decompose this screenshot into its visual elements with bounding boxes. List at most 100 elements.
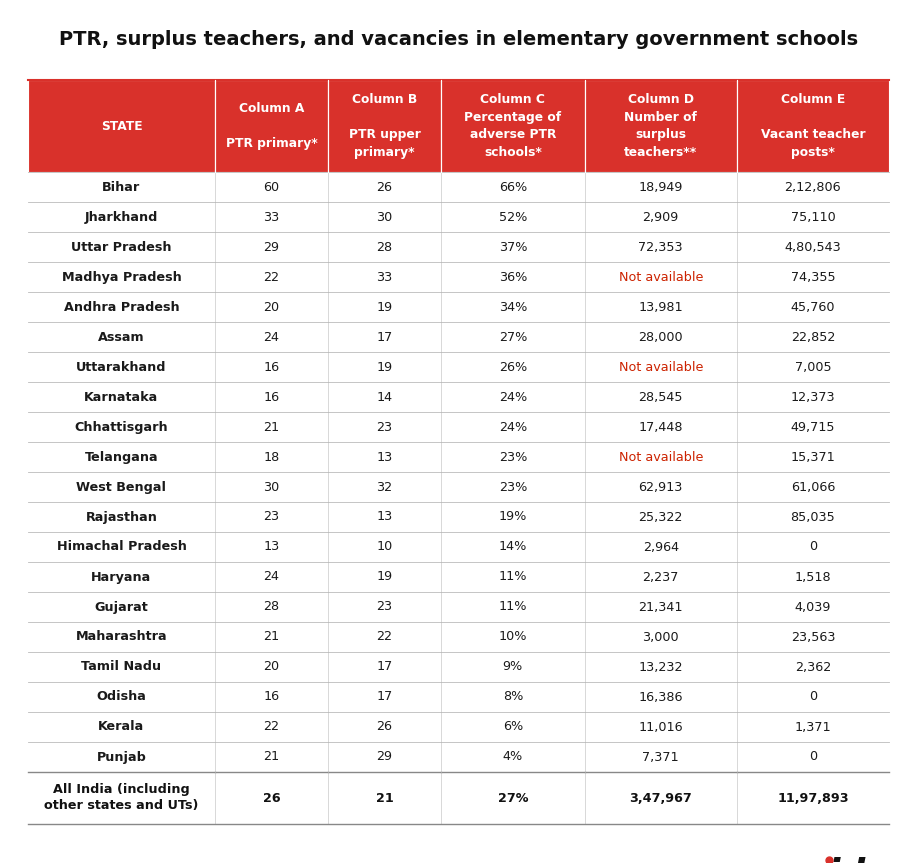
Text: 26: 26 <box>262 791 281 804</box>
Bar <box>441 562 585 592</box>
Text: 20: 20 <box>263 300 280 313</box>
Bar <box>736 622 889 652</box>
Bar <box>585 382 736 412</box>
Text: 24%: 24% <box>499 420 527 433</box>
Bar <box>441 80 585 172</box>
Text: 26%: 26% <box>499 361 527 374</box>
Text: 2,362: 2,362 <box>795 660 831 673</box>
Bar <box>736 412 889 442</box>
Text: 23,563: 23,563 <box>790 631 835 644</box>
Bar <box>441 232 585 262</box>
Bar <box>215 532 328 562</box>
Bar <box>328 622 441 652</box>
Bar <box>328 172 441 202</box>
Bar <box>28 622 215 652</box>
Bar <box>28 382 215 412</box>
Bar <box>736 202 889 232</box>
Text: 28: 28 <box>263 601 280 614</box>
Bar <box>441 712 585 742</box>
Text: 4%: 4% <box>503 751 523 764</box>
Text: 13,232: 13,232 <box>638 660 683 673</box>
Text: 11,016: 11,016 <box>638 721 683 734</box>
Text: 13: 13 <box>377 511 392 524</box>
Text: Andhra Pradesh: Andhra Pradesh <box>63 300 180 313</box>
Text: 17: 17 <box>377 331 392 343</box>
Text: 33: 33 <box>263 211 280 224</box>
Text: 18: 18 <box>263 450 280 463</box>
Bar <box>215 382 328 412</box>
Text: 3,000: 3,000 <box>643 631 679 644</box>
Text: 45,760: 45,760 <box>790 300 835 313</box>
Text: Column C
Percentage of
adverse PTR
schools*: Column C Percentage of adverse PTR schoo… <box>464 93 561 159</box>
Bar <box>328 262 441 292</box>
Text: 16,386: 16,386 <box>638 690 683 703</box>
Bar <box>585 442 736 472</box>
Text: Tamil Nadu: Tamil Nadu <box>82 660 161 673</box>
Bar <box>215 292 328 322</box>
Bar <box>215 262 328 292</box>
Bar <box>215 442 328 472</box>
Bar <box>585 172 736 202</box>
Text: 19: 19 <box>377 570 392 583</box>
Text: 22: 22 <box>377 631 392 644</box>
Text: 14%: 14% <box>499 540 527 553</box>
Text: 24: 24 <box>263 331 280 343</box>
Bar <box>28 652 215 682</box>
Bar <box>28 472 215 502</box>
Bar <box>585 322 736 352</box>
Text: Himachal Pradesh: Himachal Pradesh <box>57 540 186 553</box>
Text: Column A

PTR primary*: Column A PTR primary* <box>226 102 317 150</box>
Bar <box>736 652 889 682</box>
Text: 28: 28 <box>377 241 392 254</box>
Bar <box>736 772 889 824</box>
Text: 26: 26 <box>377 721 392 734</box>
Text: Column B

PTR upper
primary*: Column B PTR upper primary* <box>348 93 421 159</box>
Bar <box>441 352 585 382</box>
Text: 19: 19 <box>377 300 392 313</box>
Bar <box>28 352 215 382</box>
Text: 25,322: 25,322 <box>638 511 683 524</box>
Bar <box>328 412 441 442</box>
Bar <box>585 712 736 742</box>
Text: Uttarakhand: Uttarakhand <box>76 361 167 374</box>
Bar <box>441 412 585 442</box>
Bar <box>736 532 889 562</box>
Text: 9%: 9% <box>503 660 523 673</box>
Text: 18,949: 18,949 <box>638 180 683 193</box>
Text: 23: 23 <box>263 511 280 524</box>
Bar <box>28 532 215 562</box>
Text: 23: 23 <box>377 420 392 433</box>
Text: 1,518: 1,518 <box>795 570 831 583</box>
Bar <box>441 682 585 712</box>
Bar <box>328 502 441 532</box>
Text: Punjab: Punjab <box>96 751 147 764</box>
Bar <box>328 682 441 712</box>
Bar <box>215 712 328 742</box>
Text: 30: 30 <box>377 211 392 224</box>
Bar <box>28 712 215 742</box>
Bar <box>736 322 889 352</box>
Text: 21: 21 <box>263 420 280 433</box>
Text: 30: 30 <box>263 481 280 494</box>
Bar <box>736 712 889 742</box>
Text: West Bengal: West Bengal <box>76 481 167 494</box>
Text: 3,47,967: 3,47,967 <box>629 791 692 804</box>
Text: 22,852: 22,852 <box>790 331 835 343</box>
Bar <box>585 232 736 262</box>
Bar <box>328 442 441 472</box>
Text: Gujarat: Gujarat <box>94 601 149 614</box>
Bar <box>215 202 328 232</box>
Text: 32: 32 <box>377 481 392 494</box>
Bar <box>736 262 889 292</box>
Bar <box>215 412 328 442</box>
Bar <box>585 562 736 592</box>
Bar <box>441 742 585 772</box>
Text: 0: 0 <box>809 751 817 764</box>
Bar <box>736 682 889 712</box>
Bar <box>736 352 889 382</box>
Text: Maharashtra: Maharashtra <box>76 631 167 644</box>
Text: idr: idr <box>828 856 884 863</box>
Text: 34%: 34% <box>499 300 527 313</box>
Bar <box>736 80 889 172</box>
Bar <box>441 592 585 622</box>
